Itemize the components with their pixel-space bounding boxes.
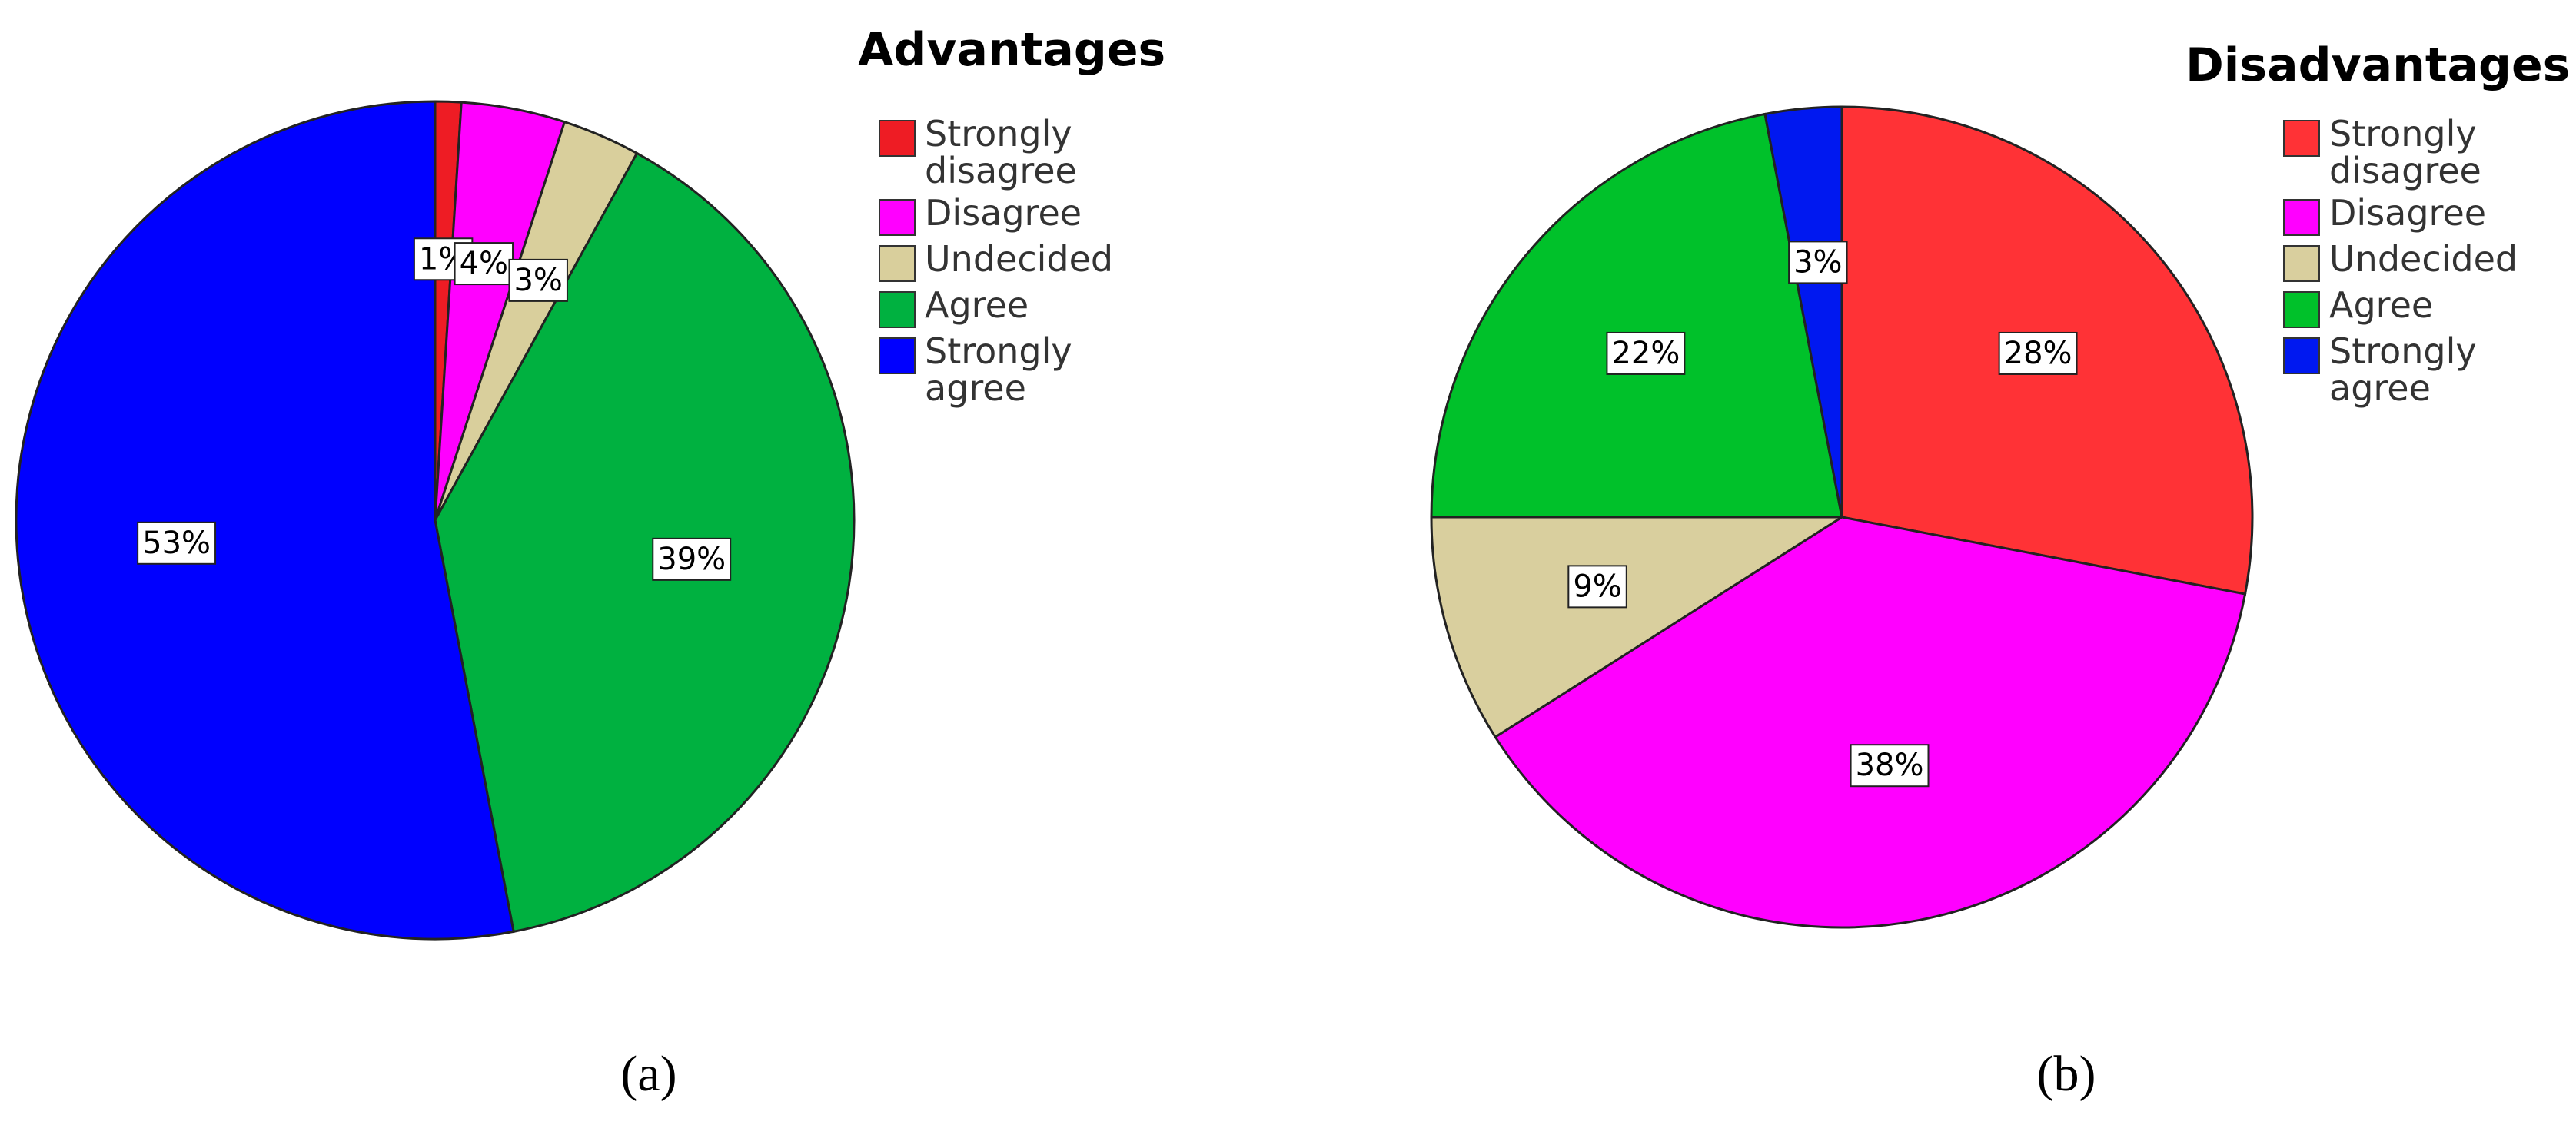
- value-label-box: [1567, 565, 1627, 609]
- legend-label: Agree: [2329, 284, 2434, 326]
- pie-slice: [434, 151, 856, 934]
- value-label: 39%: [657, 542, 726, 577]
- value-label-box: [1998, 331, 2078, 375]
- pie-slice: [1494, 516, 2247, 929]
- legend-label: Undecided: [2329, 237, 2518, 280]
- pie: [1430, 105, 2254, 929]
- legend-item: Agree: [2283, 284, 2560, 328]
- chart-title: Advantages: [858, 23, 1166, 77]
- legend-swatch: [879, 120, 916, 157]
- pie-slice: [1430, 516, 1846, 739]
- value-label: 4%: [460, 246, 508, 281]
- caption: (b): [2036, 1046, 2096, 1102]
- legend: Strongly disagree Disagree Undecided Agree S…: [2283, 115, 2560, 411]
- legend-item: Disagree: [2283, 194, 2560, 236]
- legend-label: Strongly disagree: [925, 113, 1077, 192]
- legend-label: Undecided: [925, 237, 1114, 280]
- pie: [15, 100, 856, 941]
- value-label: 53%: [142, 526, 211, 561]
- value-label-box: [508, 258, 568, 302]
- chart-title: Disadvantages: [2185, 38, 2571, 92]
- legend-swatch: [879, 198, 916, 236]
- legend: Strongly disagree Disagree Undecided Agree S…: [879, 115, 1155, 411]
- legend-swatch: [879, 290, 916, 328]
- caption: (a): [620, 1046, 677, 1102]
- legend-swatch: [2283, 120, 2320, 157]
- legend-label: Strongly disagree: [2329, 113, 2481, 192]
- legend-swatch: [879, 337, 916, 374]
- legend-item: Disagree: [879, 194, 1155, 236]
- value-labels: 1%4% 3%39%53%: [137, 237, 732, 581]
- legend-item: Undecided: [879, 237, 1155, 282]
- value-labels: 28% 38% 9% 22% 3%: [1567, 241, 2078, 788]
- value-label: 38%: [1856, 748, 1924, 783]
- legend-swatch: [2283, 337, 2320, 374]
- legend-swatch: [2283, 290, 2320, 328]
- legend-swatch: [2283, 244, 2320, 282]
- legend-label: Agree: [925, 284, 1029, 326]
- legend-item: Agree: [879, 284, 1155, 328]
- value-label-box: [652, 537, 732, 581]
- legend-label: Disagree: [2329, 191, 2487, 234]
- legend-item: Undecided: [2283, 237, 2560, 282]
- legend-item: Strongly disagree: [2283, 115, 2560, 190]
- value-label-box: [1850, 744, 1930, 788]
- legend-item: Strongly agree: [2283, 333, 2560, 407]
- legend-swatch: [2283, 198, 2320, 236]
- value-label: 3%: [514, 263, 562, 298]
- legend-swatch: [879, 244, 916, 282]
- value-label-box: [137, 521, 217, 565]
- pie-slice: [1763, 105, 1843, 518]
- legend-item: Strongly agree: [879, 333, 1155, 407]
- legend-label: Strongly agree: [2329, 330, 2477, 409]
- value-label-box: [1788, 241, 1848, 284]
- value-label: 9%: [1573, 569, 1621, 604]
- value-label: 28%: [2004, 336, 2072, 371]
- pie-slice: [15, 100, 515, 941]
- legend-label: Disagree: [925, 191, 1082, 234]
- value-label: 3%: [1793, 244, 1842, 280]
- pie-slice: [1430, 112, 1843, 519]
- value-label: 22%: [1611, 336, 1680, 371]
- value-label-box: [1606, 331, 1686, 375]
- legend-label: Strongly agree: [925, 330, 1072, 409]
- legend-item: Strongly disagree: [879, 115, 1155, 190]
